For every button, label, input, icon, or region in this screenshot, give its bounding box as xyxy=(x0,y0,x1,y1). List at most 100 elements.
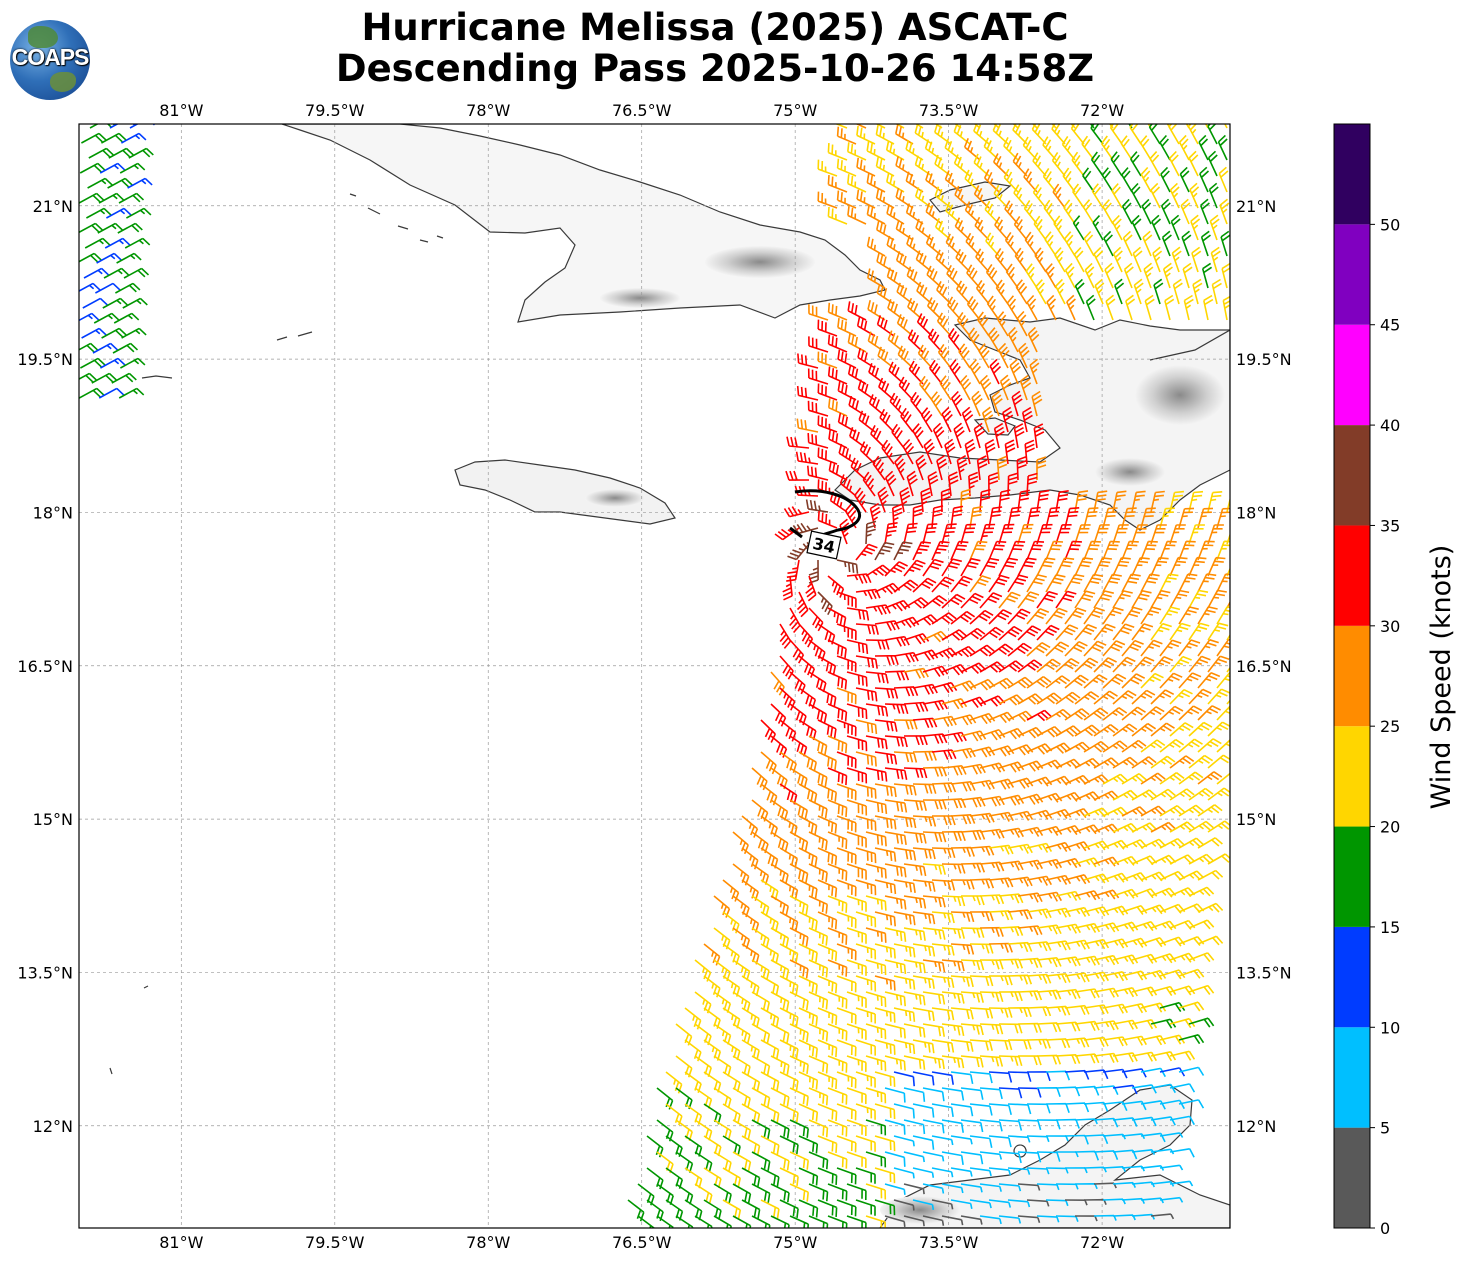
wind-barb xyxy=(1159,606,1181,625)
wind-barb xyxy=(783,506,810,518)
wind-barb xyxy=(969,1103,993,1116)
lon-tick-label-bottom: 81°W xyxy=(159,1233,203,1252)
wind-barb xyxy=(91,372,117,384)
wind-barb xyxy=(779,879,799,900)
wind-barb xyxy=(1140,772,1166,785)
wind-barb xyxy=(919,375,933,401)
wind-barb xyxy=(847,174,867,193)
wind-barb xyxy=(79,372,97,383)
wind-barb xyxy=(99,162,126,174)
wind-barb xyxy=(931,1071,954,1085)
wind-barb xyxy=(79,222,103,234)
wind-barb xyxy=(665,1103,683,1126)
wind-barb xyxy=(1036,891,1062,902)
wind-barb xyxy=(941,959,965,972)
wind-barb xyxy=(751,831,769,854)
wind-barb xyxy=(119,162,146,174)
wind-barb xyxy=(1102,773,1129,785)
wind-barb xyxy=(895,124,914,145)
wind-barb xyxy=(855,1103,876,1120)
wind-barb xyxy=(1023,199,1038,225)
wind-barb xyxy=(789,1215,810,1228)
wind-barb xyxy=(1183,294,1194,321)
wind-barb xyxy=(854,487,867,513)
wind-barb xyxy=(1074,857,1101,868)
colorbar-tick-label: 5 xyxy=(1380,1119,1390,1138)
lon-tick-label-bottom: 78°W xyxy=(466,1233,510,1252)
wind-barb xyxy=(1131,623,1154,641)
wind-barb xyxy=(893,579,919,593)
wind-barb xyxy=(1181,230,1192,257)
wind-barb xyxy=(817,1199,838,1217)
wind-barb xyxy=(751,767,768,791)
wind-barb xyxy=(1209,214,1220,241)
wind-barb xyxy=(827,1023,848,1041)
wind-barb xyxy=(847,333,867,353)
wind-barb xyxy=(893,1071,915,1087)
wind-barb xyxy=(1055,691,1081,705)
wind-barb xyxy=(1133,278,1144,305)
wind-barb xyxy=(1011,390,1023,417)
wind-barb xyxy=(929,359,943,385)
wind-barb xyxy=(1150,490,1165,513)
wind-barb xyxy=(1112,623,1135,641)
wind-barb xyxy=(1159,837,1186,849)
wind-barb xyxy=(808,336,829,353)
wind-barb xyxy=(855,943,877,960)
contour-line xyxy=(789,526,803,539)
wind-barb xyxy=(979,1055,1004,1067)
wind-barb xyxy=(1025,263,1038,289)
wind-barb xyxy=(1150,854,1177,865)
wind-barb xyxy=(931,1167,954,1178)
wind-barb xyxy=(969,943,994,954)
wind-barb xyxy=(893,943,916,958)
wind-barb xyxy=(796,591,809,618)
wind-barb xyxy=(941,830,966,842)
wind-barb xyxy=(732,1151,752,1172)
wind-barb xyxy=(846,799,868,816)
wind-barb xyxy=(931,749,957,760)
wind-barb xyxy=(797,353,819,369)
wind-barb xyxy=(1064,262,1076,289)
wind-barb xyxy=(922,630,949,643)
wind-barb xyxy=(713,1023,732,1045)
wind-barb xyxy=(98,192,125,204)
wind-barb xyxy=(973,185,990,209)
wind-barb xyxy=(884,831,907,846)
wind-barb xyxy=(934,218,952,241)
wind-barb xyxy=(855,1135,876,1152)
wind-barb xyxy=(950,1039,974,1052)
wind-barb xyxy=(1150,622,1172,641)
wind-barb xyxy=(969,678,996,691)
wind-barb xyxy=(798,1199,819,1218)
wind-barb xyxy=(988,1199,1012,1208)
wind-barb xyxy=(969,911,994,922)
contour-label-box xyxy=(806,530,842,560)
wind-barb xyxy=(836,1039,857,1057)
wind-barb xyxy=(876,283,895,305)
wind-barb xyxy=(1003,137,1019,161)
wind-barb xyxy=(1169,887,1196,897)
wind-barb xyxy=(1093,723,1119,737)
wind-barb xyxy=(722,1135,741,1156)
wind-barb xyxy=(1150,524,1167,545)
wind-barb xyxy=(1036,590,1058,609)
wind-barb xyxy=(941,406,953,433)
wind-barb xyxy=(874,1007,896,1023)
wind-barb xyxy=(1131,590,1152,609)
wind-barb xyxy=(1188,490,1204,513)
wind-barb xyxy=(1045,540,1064,561)
wind-barb xyxy=(874,1135,896,1152)
wind-barb xyxy=(684,1007,702,1030)
wind-barb xyxy=(798,655,816,678)
wind-barb xyxy=(865,1215,887,1228)
wind-barb xyxy=(879,408,895,433)
wind-barb xyxy=(1159,672,1183,689)
wind-barb xyxy=(1007,1199,1031,1208)
wind-barb xyxy=(932,422,945,449)
wind-barb xyxy=(1007,744,1034,756)
wind-barb xyxy=(1188,919,1215,930)
wind-barb xyxy=(713,927,731,950)
wind-barb xyxy=(998,926,1024,937)
wind-barb xyxy=(906,470,918,497)
